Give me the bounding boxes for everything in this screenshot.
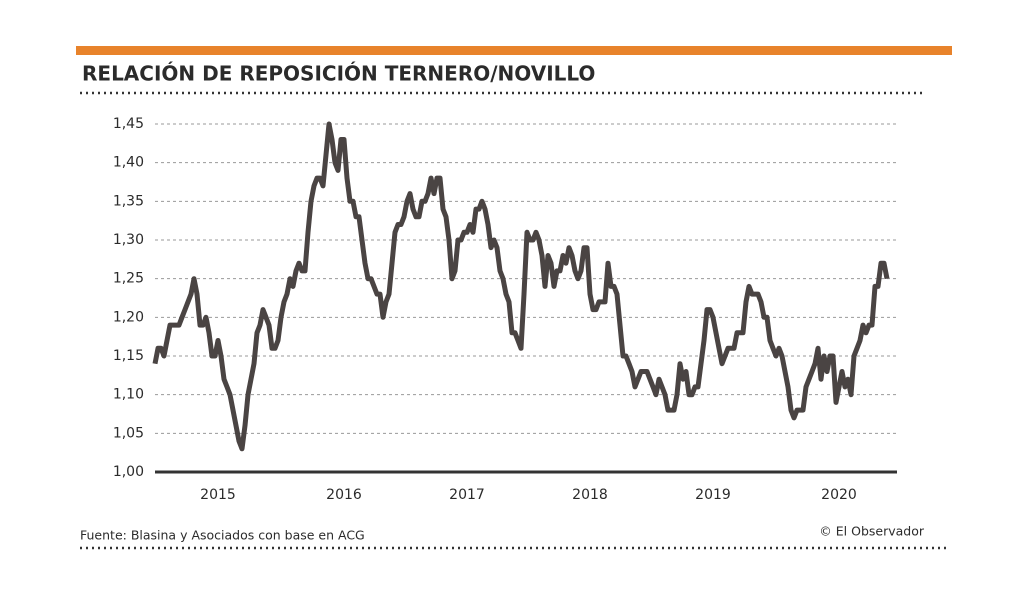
top-bar — [76, 46, 952, 55]
x-tick-label: 2020 — [821, 487, 857, 503]
y-tick-label: 1,00 — [113, 464, 144, 480]
x-tick-label: 2016 — [326, 487, 362, 503]
data-line — [152, 121, 890, 452]
y-tick-label: 1,05 — [113, 425, 144, 441]
y-tick-label: 1,30 — [113, 232, 144, 248]
chart-title: RELACIÓN DE REPOSICIÓN TERNERO/NOVILLO — [82, 62, 595, 86]
x-tick-label: 2019 — [695, 487, 731, 503]
credit: © El Observador — [819, 524, 925, 539]
x-tick-label: 2017 — [449, 487, 485, 503]
y-tick-label: 1,20 — [113, 309, 144, 325]
y-tick-label: 1,40 — [113, 155, 144, 171]
y-tick-label: 1,10 — [113, 387, 144, 403]
x-tick-label: 2018 — [572, 487, 608, 503]
y-tick-label: 1,35 — [113, 193, 144, 209]
y-tick-label: 1,15 — [113, 348, 144, 364]
y-tick-label: 1,45 — [113, 116, 144, 132]
x-tick-label: 2015 — [200, 487, 236, 503]
source: Fuente: Blasina y Asociados con base en … — [80, 528, 365, 543]
y-tick-label: 1,25 — [113, 271, 144, 287]
